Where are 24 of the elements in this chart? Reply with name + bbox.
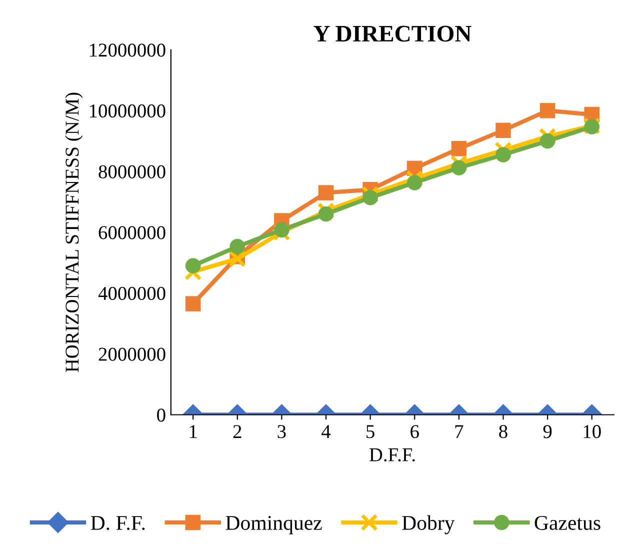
legend-label: D. F.F.: [90, 516, 145, 530]
legend-label: Dobry: [402, 515, 455, 534]
y-tick-label: 2000000: [98, 348, 166, 361]
y-tick-label: 10000000: [90, 104, 166, 118]
y-tick-label: 6000000: [98, 226, 166, 240]
y-tick-label: 8000000: [98, 165, 166, 178]
x-tick-label: 8: [499, 425, 508, 438]
x-tick-label: 6: [410, 425, 419, 438]
x-tick-label: 10: [584, 425, 601, 438]
x-tick-label: 4: [322, 425, 331, 438]
x-tick-label: 2: [233, 425, 242, 438]
x-tick-label: 5: [366, 425, 374, 438]
y-axis-title: HORIZONTAL STIFFNESS (N/M): [65, 92, 83, 372]
x-tick-label: 7: [455, 425, 464, 438]
x-tick-label: 3: [278, 425, 286, 438]
legend-label: Gazetus: [534, 516, 600, 530]
x-axis-title: D.F.F.: [369, 448, 415, 462]
x-tick-label: 9: [543, 425, 552, 438]
y-tick-label: 4000000: [98, 286, 166, 300]
chart-title: Y DIRECTION: [314, 26, 472, 42]
x-tick-label: 1: [190, 425, 197, 438]
y-tick-label: 12000000: [90, 44, 166, 57]
y-tick-label: 0: [157, 408, 166, 422]
legend-label: Dominquez: [226, 516, 322, 534]
